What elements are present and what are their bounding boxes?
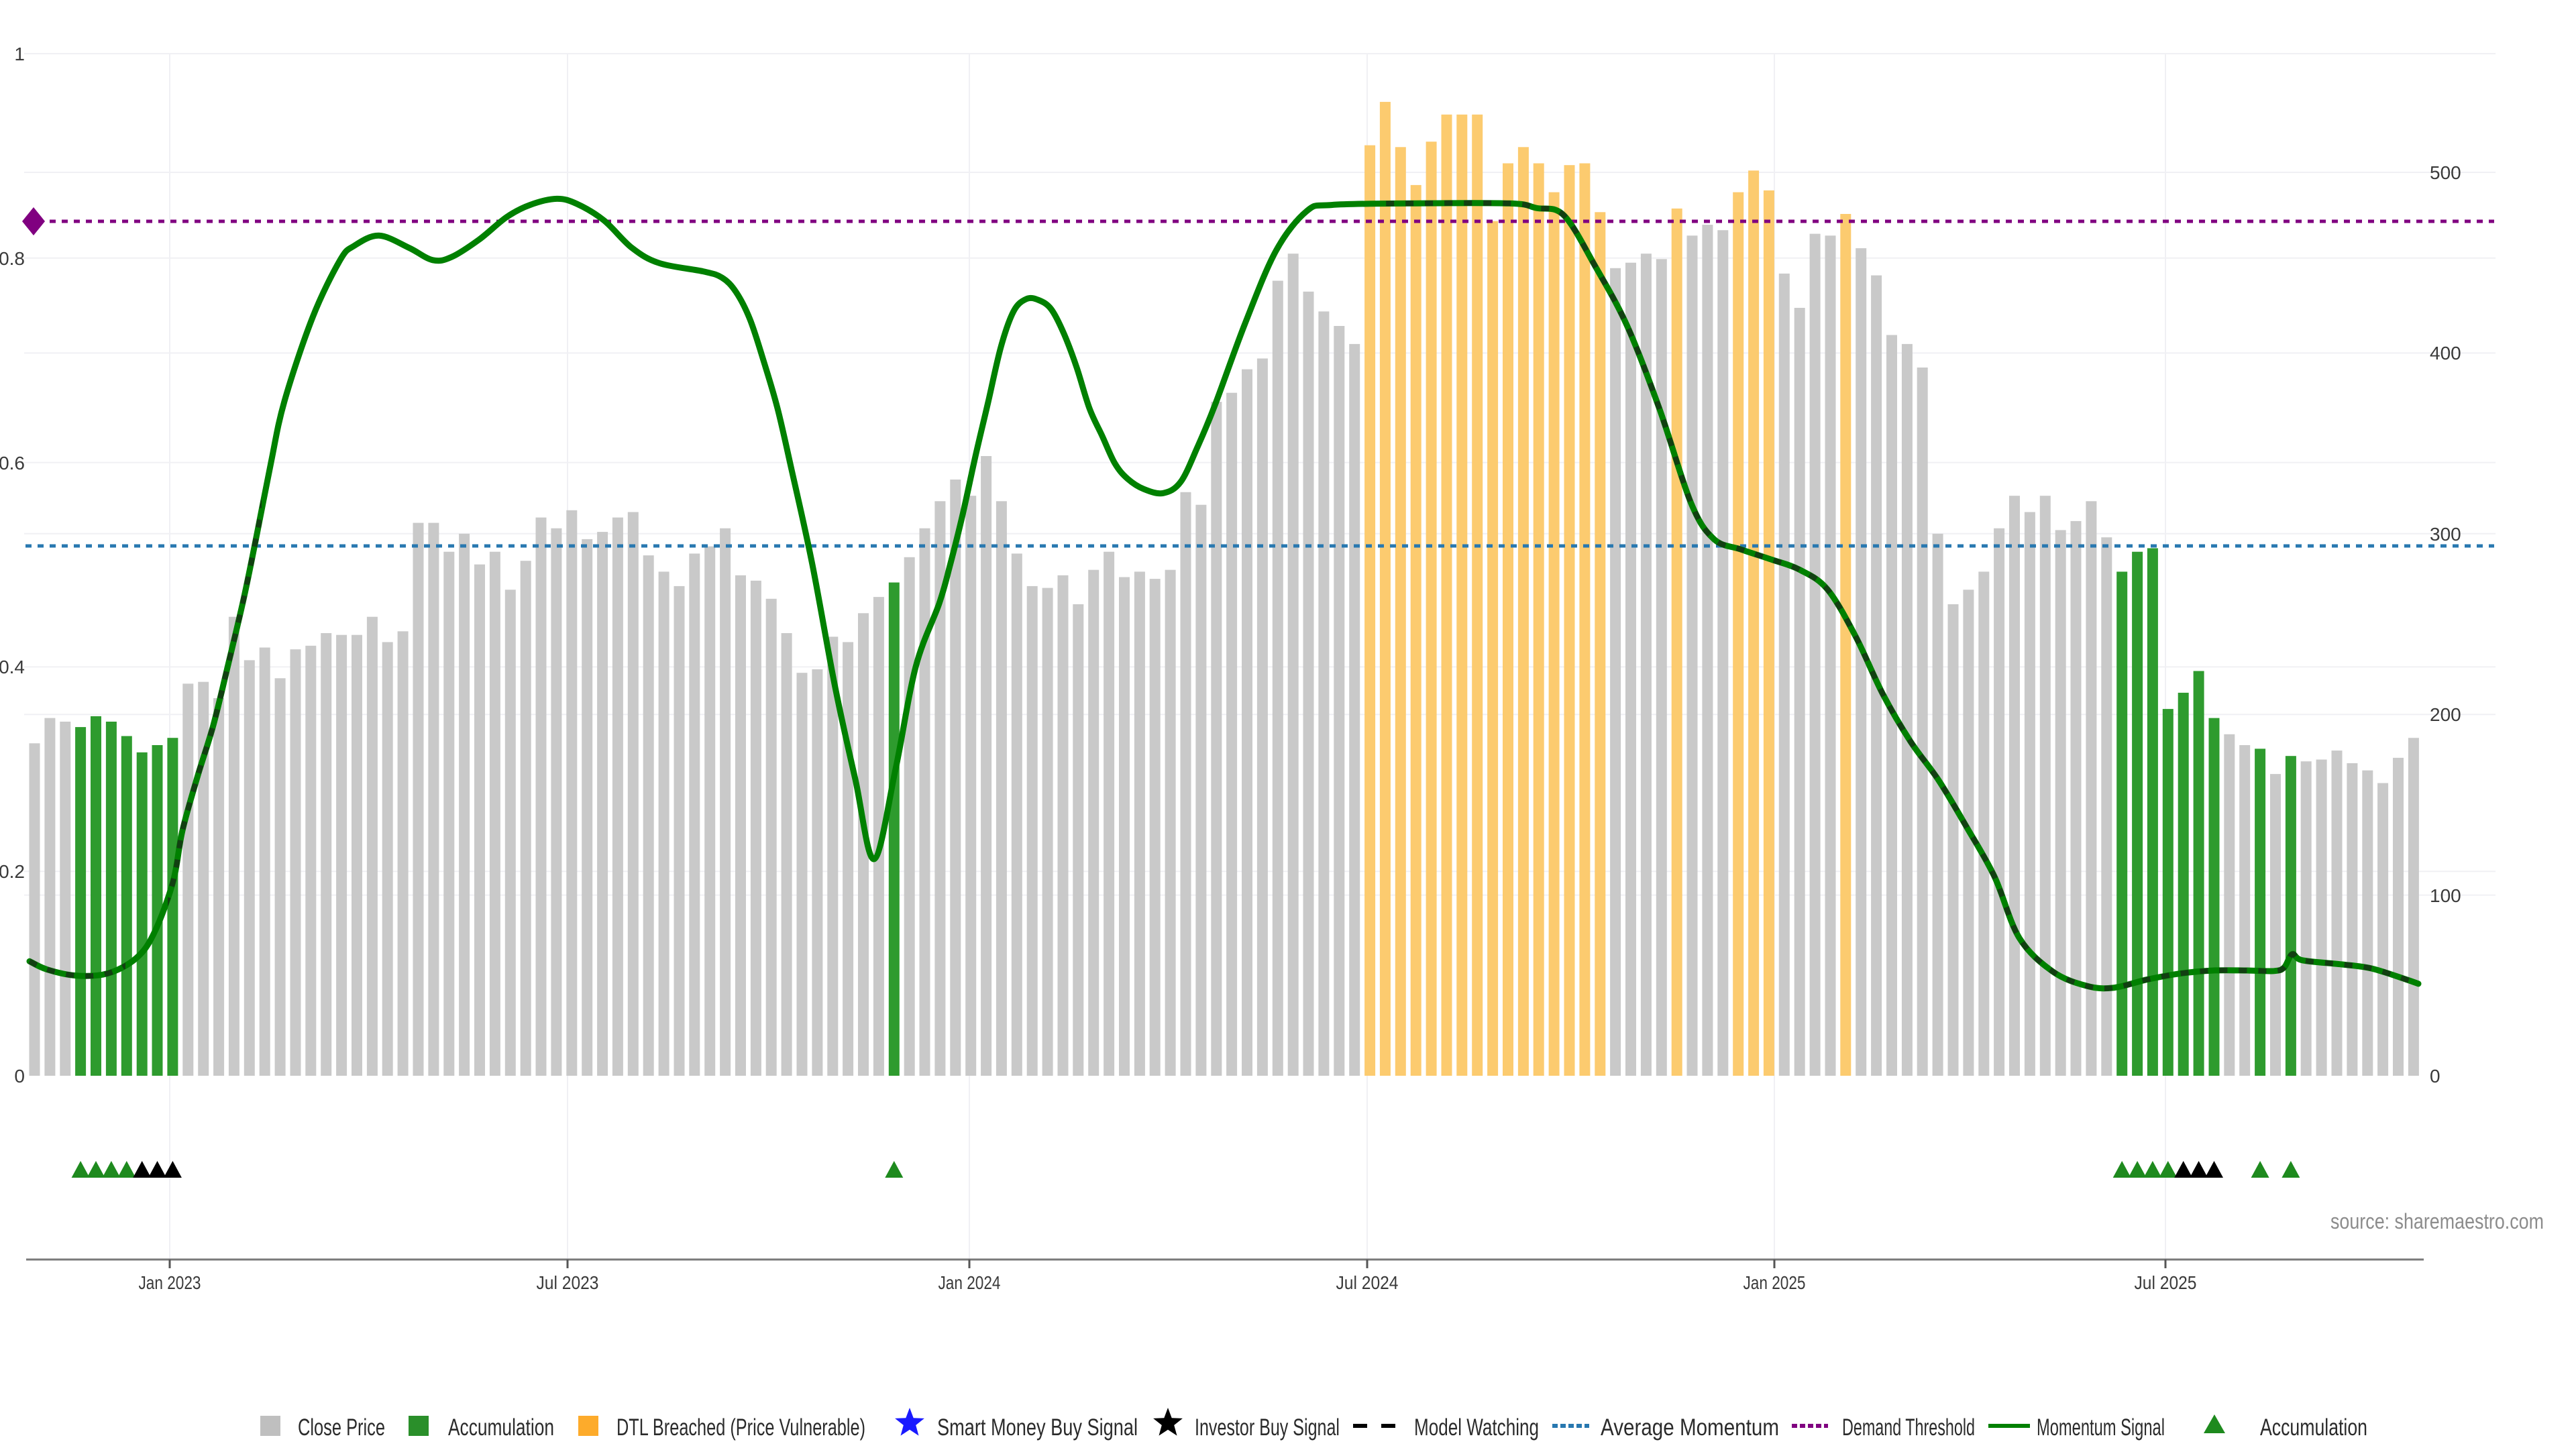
svg-text:Investor Buy Signal: Investor Buy Signal [1195, 1414, 1340, 1441]
svg-text:Jul 2023: Jul 2023 [537, 1272, 599, 1293]
svg-text:0.2: 0.2 [0, 861, 25, 882]
svg-text:0.6: 0.6 [0, 453, 25, 473]
svg-text:Close Price: Close Price [298, 1414, 385, 1441]
svg-text:1: 1 [14, 44, 25, 64]
svg-text:400: 400 [2430, 343, 2461, 364]
svg-text:Momentum Signal: Momentum Signal [2037, 1414, 2165, 1441]
svg-text:Smart Money Buy Signal: Smart Money Buy Signal [937, 1414, 1138, 1441]
svg-text:500: 500 [2430, 162, 2461, 183]
svg-text:Jan 2025: Jan 2025 [1743, 1272, 1806, 1293]
svg-text:0.4: 0.4 [0, 657, 25, 677]
svg-text:source: sharemaestro.com: source: sharemaestro.com [2330, 1209, 2544, 1233]
svg-text:Accumulation: Accumulation [448, 1414, 554, 1441]
svg-text:Jul 2024: Jul 2024 [1336, 1272, 1399, 1293]
svg-text:0: 0 [14, 1066, 25, 1086]
svg-text:0: 0 [2430, 1066, 2440, 1086]
svg-text:Accumulation: Accumulation [2260, 1414, 2367, 1441]
svg-text:Jan 2024: Jan 2024 [938, 1272, 1001, 1293]
svg-text:Jul 2025: Jul 2025 [2135, 1272, 2197, 1293]
svg-text:Average Momentum: Average Momentum [1601, 1414, 1779, 1441]
svg-text:Demand Threshold: Demand Threshold [1842, 1414, 1975, 1441]
svg-text:DTL Breached (Price Vulnerable: DTL Breached (Price Vulnerable) [616, 1414, 865, 1441]
svg-text:200: 200 [2430, 704, 2461, 725]
svg-text:0.8: 0.8 [0, 248, 25, 269]
svg-text:Jan 2023: Jan 2023 [139, 1272, 201, 1293]
svg-text:Model Watching: Model Watching [1414, 1414, 1539, 1441]
svg-text:100: 100 [2430, 885, 2461, 906]
svg-text:300: 300 [2430, 524, 2461, 545]
